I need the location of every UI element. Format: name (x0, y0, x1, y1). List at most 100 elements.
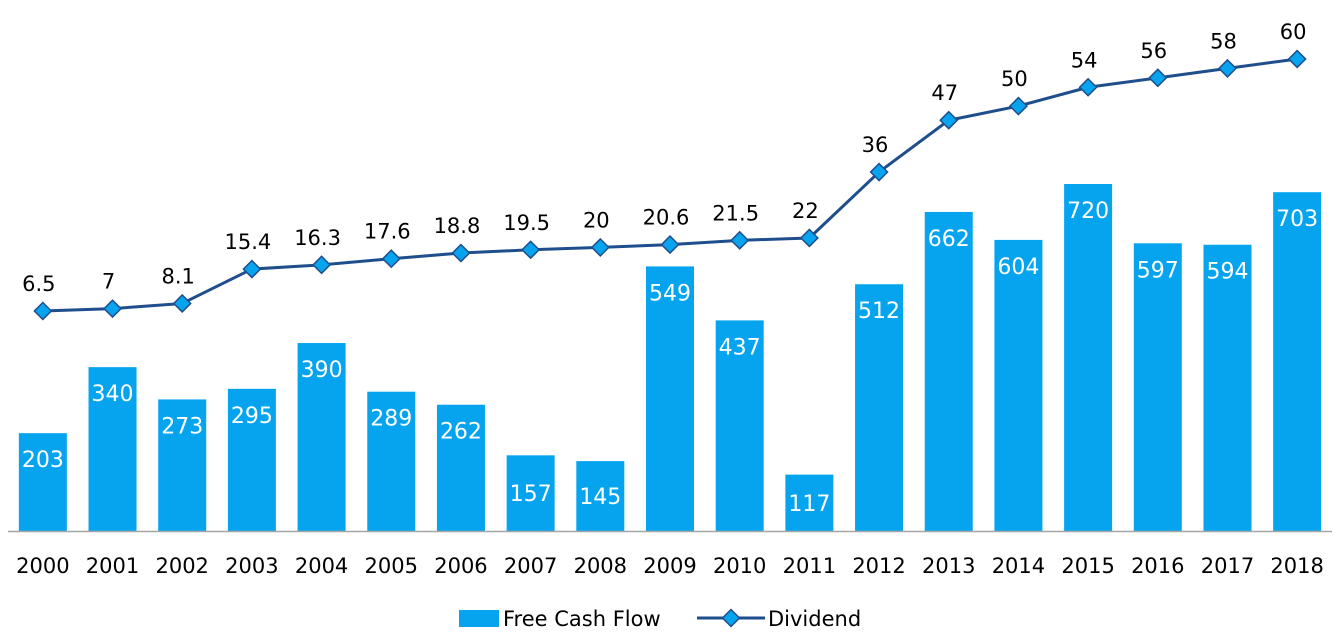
bar-2001 (88, 367, 137, 531)
x-axis-tick-labels: 2000 2001 2002 2003 2004 2005 2006 2007 2008 2009… (16, 554, 1324, 578)
dividend-marker-2016 (1148, 68, 1168, 88)
bar-2007 (506, 455, 555, 531)
bar-2004 (297, 343, 346, 531)
dividend-marker-2010 (730, 230, 750, 250)
dividend-marker-2008 (590, 237, 610, 257)
dividend-label-2012: 36 (862, 133, 889, 157)
dividend-label-2007: 19.5 (503, 211, 550, 235)
bar-2015 (1064, 184, 1113, 531)
x-tick-2012: 2012 (852, 554, 905, 578)
bar-2009 (646, 266, 694, 531)
dividend-label-2017: 58 (1210, 29, 1237, 53)
x-tick-2006: 2006 (434, 554, 487, 578)
x-tick-2011: 2011 (783, 554, 836, 578)
bar-label-2014: 604 (997, 255, 1039, 280)
dividend-marker-2000 (33, 301, 53, 321)
x-tick-2015: 2015 (1061, 554, 1114, 578)
dividend-label-2015: 54 (1071, 48, 1098, 72)
bar-label-2006: 262 (440, 420, 482, 445)
dividend-marker-2003 (242, 259, 262, 279)
x-tick-2017: 2017 (1201, 554, 1254, 578)
bar-2000 (18, 433, 67, 531)
bar-label-2000: 203 (22, 448, 64, 473)
free-cash-flow-bars (18, 184, 1322, 532)
bar-label-2001: 340 (92, 382, 134, 407)
x-tick-2001: 2001 (86, 554, 139, 578)
dividend-label-2001: 7 (102, 270, 115, 294)
bar-label-2018: 703 (1276, 207, 1318, 232)
dividend-marker-2009 (660, 235, 680, 255)
dividend-label-2005: 17.6 (364, 220, 411, 244)
dividend-marker-2011 (799, 228, 819, 248)
dividend-marker-2014 (1008, 96, 1028, 116)
dividend-marker-2018 (1287, 49, 1307, 69)
dividend-marker-2015 (1078, 77, 1098, 97)
dividend-label-2004: 16.3 (294, 226, 341, 250)
bar-label-2015: 720 (1067, 199, 1109, 224)
dividend-marker-2007 (521, 240, 541, 260)
legend-swatch-dividend-marker (721, 608, 741, 628)
bar-2008 (576, 461, 625, 531)
bar-label-2007: 157 (510, 482, 552, 507)
bar-label-2004: 390 (301, 358, 343, 383)
dividend-marker-2006 (451, 243, 471, 263)
x-tick-2008: 2008 (574, 554, 627, 578)
dividend-label-2011: 22 (792, 199, 819, 223)
legend: Free Cash Flow Dividend (459, 607, 861, 631)
bar-2005 (367, 391, 416, 531)
bar-label-2009: 549 (649, 281, 691, 306)
bar-label-2010: 437 (719, 335, 761, 360)
dividend-markers (33, 49, 1307, 321)
dividend-marker-2001 (102, 299, 123, 319)
bar-2011 (785, 474, 834, 531)
bar-label-2013: 662 (928, 227, 970, 252)
dividend-labels: 6.5 7 8.1 15.4 16.3 17.6 18.8 19.5 20 20.6 21.5 22 3… (22, 20, 1306, 296)
x-tick-2016: 2016 (1131, 554, 1184, 578)
bar-label-2017: 594 (1206, 260, 1248, 285)
dividend-marker-2004 (312, 255, 332, 275)
x-tick-2003: 2003 (225, 554, 278, 578)
bar-2017 (1203, 244, 1252, 531)
x-tick-2002: 2002 (155, 554, 208, 578)
bar-label-2011: 117 (788, 492, 830, 517)
bar-label-2016: 597 (1137, 258, 1179, 283)
dividend-label-2013: 47 (931, 81, 958, 105)
bar-2002 (158, 399, 207, 531)
bar-2018 (1273, 192, 1322, 531)
dividend-label-2002: 8.1 (162, 264, 195, 288)
bar-label-2008: 145 (579, 485, 621, 510)
x-tick-2000: 2000 (16, 554, 69, 578)
bar-label-2012: 512 (858, 299, 900, 324)
x-tick-2014: 2014 (992, 554, 1045, 578)
bar-2006 (436, 404, 485, 531)
bar-2012 (855, 284, 904, 531)
bar-2013 (924, 211, 973, 532)
legend-swatch-free-cash-flow (459, 610, 499, 627)
bar-label-2003: 295 (231, 404, 273, 429)
x-tick-2007: 2007 (504, 554, 557, 578)
dividend-label-2018: 60 (1280, 20, 1307, 44)
x-tick-2018: 2018 (1270, 554, 1323, 578)
legend-label-free-cash-flow: Free Cash Flow (503, 607, 661, 631)
x-tick-2013: 2013 (922, 554, 975, 578)
bar-2014 (994, 239, 1043, 531)
dividend-label-2016: 56 (1140, 39, 1167, 63)
free-cash-flow-labels: 203 340 273 295 390 289 262 157 145 549 437 117 512 6… (22, 199, 1318, 517)
legend-label-dividend: Dividend (768, 607, 861, 631)
bar-2003 (227, 388, 276, 531)
dividend-label-2006: 18.8 (434, 214, 481, 238)
dividend-label-2008: 20 (583, 208, 610, 232)
dividend-label-2009: 20.6 (643, 206, 690, 230)
dividend-label-2000: 6.5 (22, 272, 55, 296)
x-tick-2004: 2004 (295, 554, 348, 578)
dividend-label-2003: 15.4 (225, 230, 272, 254)
dividend-marker-2002 (172, 293, 192, 313)
bar-label-2005: 289 (370, 407, 412, 432)
x-tick-2005: 2005 (365, 554, 418, 578)
dividend-marker-2005 (381, 249, 401, 269)
bar-2016 (1133, 243, 1182, 531)
dividend-label-2014: 50 (1001, 67, 1028, 91)
dividend-marker-2012 (869, 162, 889, 182)
x-tick-2010: 2010 (713, 554, 766, 578)
